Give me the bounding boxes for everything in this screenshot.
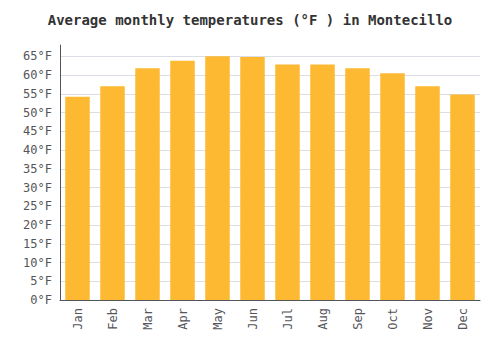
svg-text:Mar: Mar	[141, 308, 155, 330]
svg-text:40°F: 40°F	[23, 143, 52, 157]
svg-text:Jul: Jul	[281, 308, 295, 330]
svg-text:60°F: 60°F	[23, 68, 52, 82]
svg-text:Apr: Apr	[176, 308, 190, 330]
svg-text:45°F: 45°F	[23, 124, 52, 138]
svg-text:0°F: 0°F	[30, 293, 52, 307]
svg-text:55°F: 55°F	[23, 87, 52, 101]
svg-text:Dec: Dec	[456, 308, 470, 330]
svg-text:15°F: 15°F	[23, 237, 52, 251]
svg-text:Jun: Jun	[246, 308, 260, 330]
svg-text:20°F: 20°F	[23, 218, 52, 232]
svg-text:50°F: 50°F	[23, 106, 52, 120]
svg-text:Aug: Aug	[316, 308, 330, 330]
svg-text:Oct: Oct	[386, 308, 400, 330]
svg-text:Nov: Nov	[421, 308, 435, 330]
svg-text:10°F: 10°F	[23, 256, 52, 270]
svg-text:5°F: 5°F	[30, 274, 52, 288]
svg-text:Average monthly temperatures (: Average monthly temperatures (°F ) in Mo…	[48, 12, 453, 28]
svg-text:35°F: 35°F	[23, 162, 52, 176]
svg-text:Sep: Sep	[351, 308, 365, 330]
svg-text:30°F: 30°F	[23, 181, 52, 195]
svg-text:25°F: 25°F	[23, 199, 52, 213]
svg-text:65°F: 65°F	[23, 49, 52, 63]
svg-text:Feb: Feb	[106, 308, 120, 330]
svg-text:Jan: Jan	[71, 308, 85, 330]
svg-text:May: May	[211, 308, 225, 330]
